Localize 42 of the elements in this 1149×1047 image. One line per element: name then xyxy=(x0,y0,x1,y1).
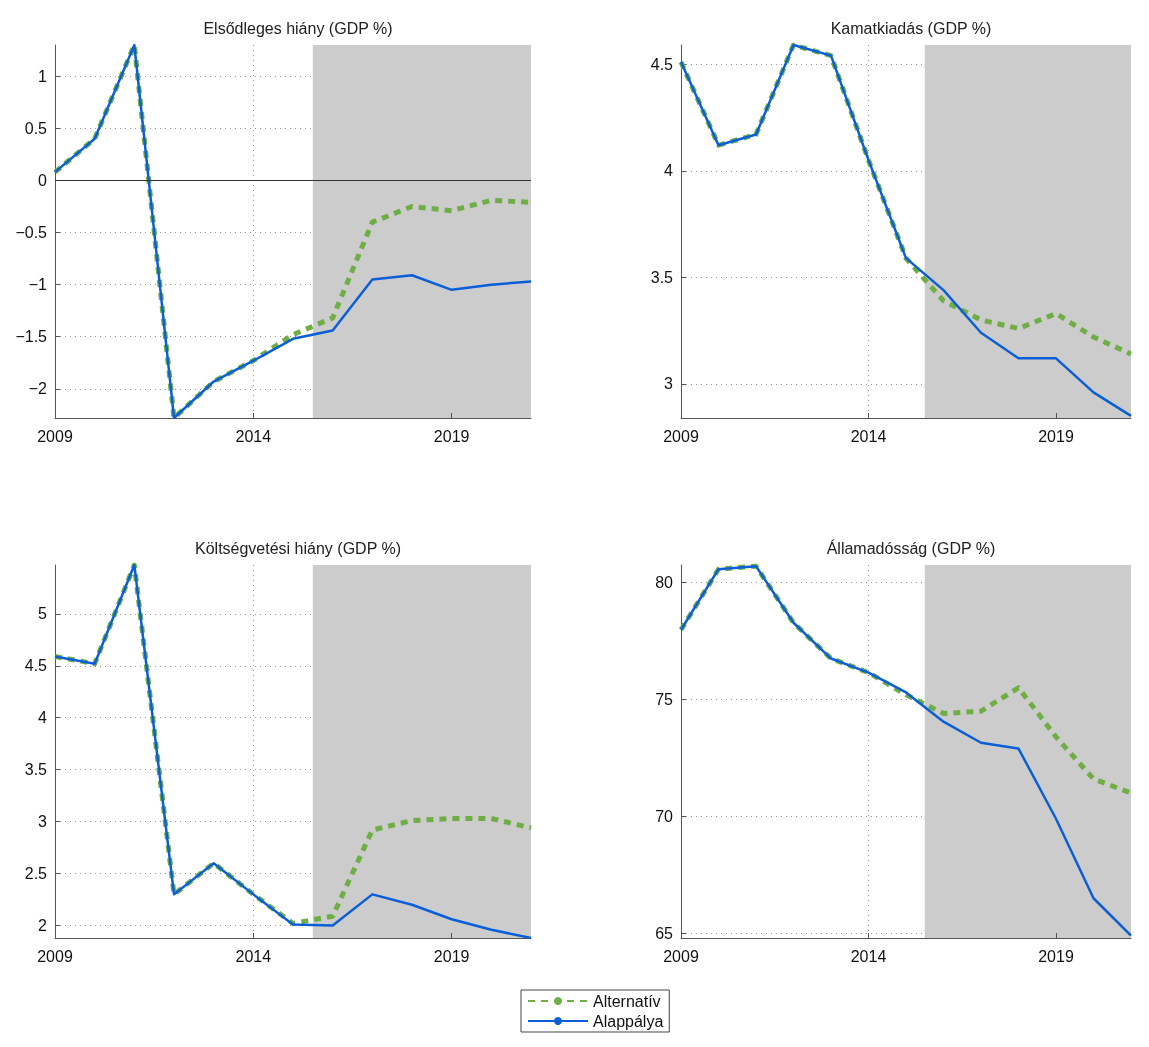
x-tick-label: 2009 xyxy=(663,427,699,445)
chart-title: Elsődleges hiány (GDP %) xyxy=(203,19,393,37)
chart-title: Költségvetési hiány (GDP %) xyxy=(194,539,402,557)
y-tick-label: 4 xyxy=(664,162,674,180)
x-tick-label: 2014 xyxy=(850,947,887,965)
x-tick-label: 2019 xyxy=(433,427,470,445)
y-tick-label: 75 xyxy=(655,690,674,708)
x-tick-label: 2019 xyxy=(1038,427,1074,445)
y-tick-label: 4.5 xyxy=(650,55,674,73)
y-tick-label: 80 xyxy=(655,574,674,592)
y-tick-label: 2 xyxy=(38,917,48,935)
y-tick-label: 4.5 xyxy=(24,657,48,675)
y-tick-label: −0.5 xyxy=(15,224,48,242)
y-tick-label: 3 xyxy=(664,375,674,393)
y-tick-label: 3.5 xyxy=(24,761,48,779)
legend-label: Alternatív xyxy=(593,992,661,1010)
y-tick-label: 5 xyxy=(38,605,48,623)
y-tick-label: 2.5 xyxy=(24,865,48,883)
x-tick-label: 2014 xyxy=(235,427,272,445)
x-tick-label: 2009 xyxy=(37,947,73,965)
y-tick-label: 0 xyxy=(38,171,48,189)
y-tick-label: 1 xyxy=(38,67,48,85)
y-tick-label: −1 xyxy=(28,276,48,294)
x-tick-label: 2014 xyxy=(850,427,887,445)
chart-title: Kamatkiadás (GDP %) xyxy=(830,19,992,37)
y-tick-label: 0.5 xyxy=(24,119,48,137)
x-tick-label: 2014 xyxy=(235,947,272,965)
chart-title: Államadósság (GDP %) xyxy=(826,538,996,557)
x-tick-label: 2009 xyxy=(37,427,73,445)
y-tick-label: 4 xyxy=(38,709,48,727)
y-tick-label: −1.5 xyxy=(15,328,48,346)
y-tick-label: 70 xyxy=(655,807,674,825)
line-series xyxy=(679,564,1133,937)
y-tick-label: −2 xyxy=(28,380,48,398)
legend-label: Alappálya xyxy=(593,1012,664,1030)
y-tick-label: 65 xyxy=(655,924,674,942)
y-tick-label: 3.5 xyxy=(650,268,674,286)
x-tick-label: 2019 xyxy=(433,947,470,965)
y-tick-label: 3 xyxy=(38,813,48,831)
x-tick-label: 2019 xyxy=(1038,947,1074,965)
line-series xyxy=(679,43,1133,418)
x-tick-label: 2009 xyxy=(663,947,699,965)
